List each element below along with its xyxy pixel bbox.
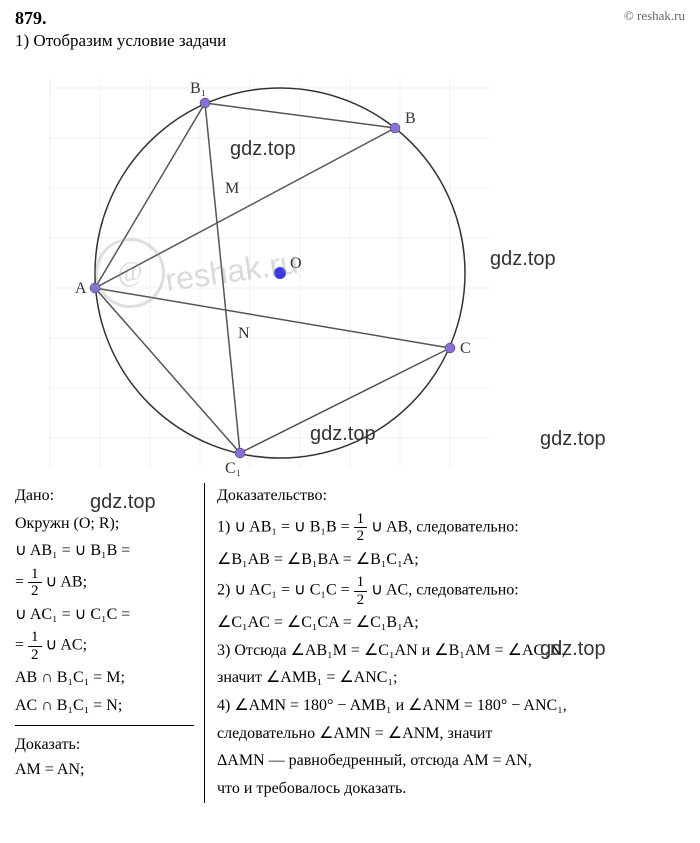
watermark-gdz-1: gdz.top — [230, 138, 296, 161]
watermark-gdz-6: gdz.top — [540, 633, 606, 665]
svg-text:M: M — [225, 180, 239, 197]
proof-line: 3) Отсюда ∠AB₁M = ∠C₁AN и ∠B₁AM = ∠AC₁N, — [217, 638, 685, 664]
given-line: AB ∩ B₁C₁ = M; — [15, 665, 194, 691]
proof-line: 4) ∠AMN = 180° − AMB₁ и ∠ANM = 180° − AN… — [217, 693, 685, 719]
given-line: ∪ AB₁ = ∪ B₁B = — [15, 538, 194, 564]
subtitle: 1) Отобразим условие задачи — [0, 29, 700, 53]
svg-text:C: C — [460, 340, 471, 357]
svg-text:A: A — [75, 280, 87, 297]
watermark-gdz-3: gdz.top — [310, 423, 376, 446]
watermark-gdz-4: gdz.top — [540, 428, 606, 451]
given-line: = 12 ∪ AC; — [15, 629, 194, 663]
svg-text:B₁: B₁ — [190, 80, 206, 97]
given-column: Дано: Окружн (O; R);∪ AB₁ = ∪ B₁B == 12 … — [15, 483, 205, 803]
svg-text:B: B — [405, 110, 416, 127]
watermark-gdz-5: gdz.top — [90, 486, 156, 518]
proof-line: 2) ∪ AC₁ = ∪ C₁C = 12 ∪ AC, следовательн… — [217, 574, 685, 608]
proof-line: 1) ∪ AB₁ = ∪ B₁B = 12 ∪ AB, следовательн… — [217, 511, 685, 545]
problem-number: 879. — [15, 8, 47, 29]
proof-line: ΔAMN — равнобедренный, отсюда AM = AN, — [217, 748, 685, 774]
proof-line: ∠C₁AC = ∠C₁CA = ∠C₁B₁A; — [217, 610, 685, 636]
proof-title: Доказательство: — [217, 483, 685, 509]
proof-line: ∠B₁AB = ∠B₁BA = ∠B₁C₁A; — [217, 547, 685, 573]
proof-column: Доказательство: 1) ∪ AB₁ = ∪ B₁B = 12 ∪ … — [205, 483, 685, 803]
prove-title: Доказать: — [15, 732, 194, 758]
proof-line: значит ∠AMB₁ = ∠ANC₁; — [217, 665, 685, 691]
divider — [15, 725, 194, 726]
given-line: ∪ AC₁ = ∪ C₁C = — [15, 602, 194, 628]
svg-text:C₁: C₁ — [225, 460, 241, 477]
given-line: = 12 ∪ AB; — [15, 566, 194, 600]
prove-statement: AM = AN; — [15, 757, 194, 783]
proof-line: что и требовалось доказать. — [217, 776, 685, 802]
proof-line: следовательно ∠AMN = ∠ANM, значит — [217, 721, 685, 747]
geometry-diagram: AB₁BCC₁OMN gdz.top gdz.top gdz.top gdz.t… — [0, 58, 700, 478]
svg-text:N: N — [238, 325, 250, 342]
given-line: AC ∩ B₁C₁ = N; — [15, 693, 194, 719]
solution-area: Дано: Окружн (O; R);∪ AB₁ = ∪ B₁B == 12 … — [0, 478, 700, 808]
source-label: © reshak.ru — [624, 8, 685, 29]
watermark-gdz-2: gdz.top — [490, 248, 556, 271]
